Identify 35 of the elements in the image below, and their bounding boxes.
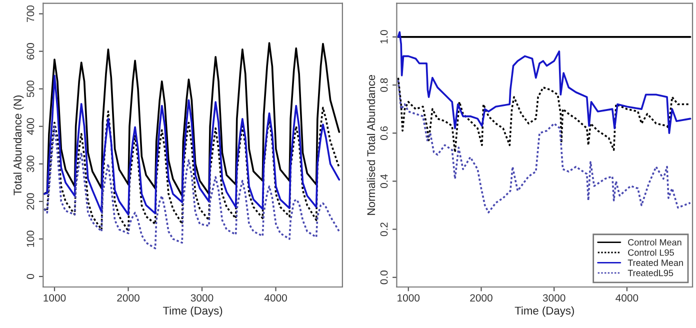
line-series <box>397 31 692 134</box>
x-tick-label: 4000 <box>264 294 287 302</box>
y-tick-label: 600 <box>26 43 34 60</box>
legend-label: Control Mean <box>628 238 682 246</box>
y-tick-label: 0.8 <box>380 78 388 92</box>
line-series <box>43 125 340 250</box>
x-axis-title: Time (Days) <box>163 306 222 317</box>
x-tick-label: 3000 <box>542 294 566 302</box>
x-tick-label: 2000 <box>117 294 140 302</box>
line-series <box>397 79 692 214</box>
y-tick-label: 0.4 <box>380 174 388 188</box>
y-tick-label: 0.6 <box>380 126 388 140</box>
y-tick-label: 200 <box>26 193 34 210</box>
x-tick-label: 2000 <box>470 294 492 302</box>
line-series <box>43 74 340 216</box>
legend-label: Treated Mean <box>628 259 683 266</box>
x-tick-label: 1000 <box>44 294 66 302</box>
line-series <box>397 76 692 154</box>
x-tick-label: 4000 <box>616 294 638 302</box>
y-tick-label: 0.2 <box>380 222 388 236</box>
y-axis-title: Total Abundance (N) <box>13 95 24 196</box>
y-tick-label: 400 <box>26 118 34 135</box>
x-axis-title: Time (Days) <box>514 306 574 317</box>
y-tick-label: 300 <box>26 156 34 172</box>
y-tick-label: 1.0 <box>380 30 388 44</box>
y-tick-label: 0.0 <box>380 270 388 284</box>
y-tick-label: 700 <box>26 6 34 22</box>
legend-label: TreatedL95 <box>628 270 674 276</box>
y-tick-label: 0 <box>26 274 34 279</box>
y-axis-title: Normalised Total Abundance <box>366 75 376 215</box>
y-tick-label: 100 <box>26 230 34 247</box>
x-tick-label: 3000 <box>190 294 214 302</box>
y-tick-label: 500 <box>26 80 34 98</box>
x-tick-label: 1000 <box>398 294 420 302</box>
legend-label: Control L95 <box>628 249 674 256</box>
